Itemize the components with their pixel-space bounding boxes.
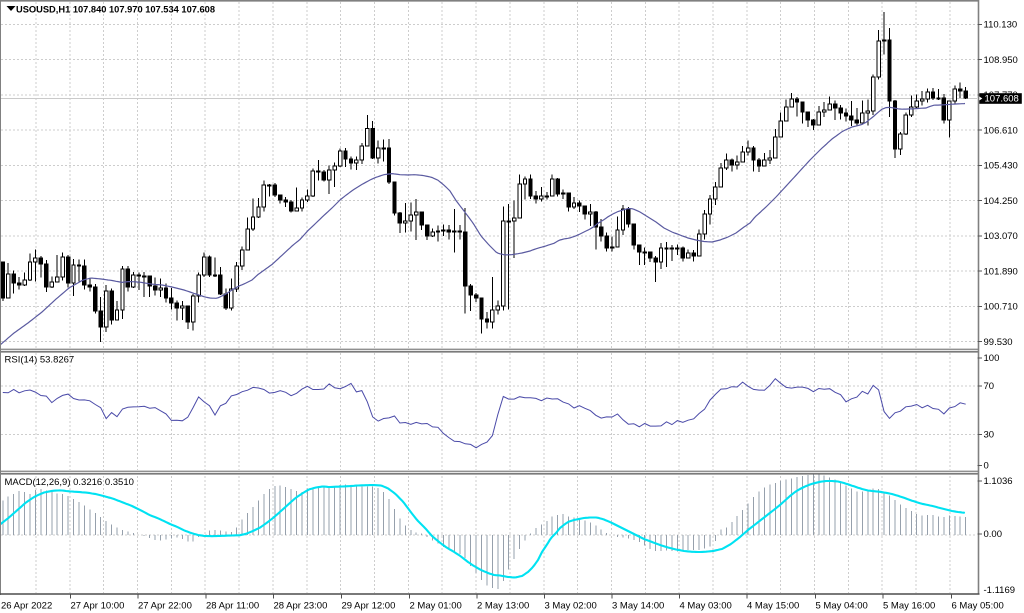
svg-text:-1.1169: -1.1169: [984, 585, 1016, 596]
svg-text:106.610: 106.610: [984, 125, 1018, 136]
svg-text:2 May 13:00: 2 May 13:00: [477, 601, 529, 612]
svg-text:30: 30: [984, 430, 995, 441]
svg-text:0: 0: [984, 461, 989, 472]
svg-text:4 May 03:00: 4 May 03:00: [680, 601, 732, 612]
svg-text:103.070: 103.070: [984, 231, 1018, 242]
svg-text:0.00: 0.00: [984, 529, 1003, 540]
svg-text:27 Apr 22:00: 27 Apr 22:00: [138, 601, 192, 612]
svg-text:99.530: 99.530: [984, 337, 1013, 348]
svg-text:MACD(12,26,9) 0.3216 0.3510: MACD(12,26,9) 0.3216 0.3510: [5, 477, 134, 488]
svg-text:5 May 04:00: 5 May 04:00: [816, 601, 868, 612]
svg-text:100: 100: [984, 353, 1000, 364]
svg-text:101.890: 101.890: [984, 266, 1018, 277]
svg-text:27 Apr 10:00: 27 Apr 10:00: [71, 601, 125, 612]
svg-text:USOUSD,H1 107.840 107.970 107: USOUSD,H1 107.840 107.970 107.534 107.60…: [16, 4, 215, 14]
svg-text:105.430: 105.430: [984, 161, 1018, 172]
svg-text:3 May 02:00: 3 May 02:00: [545, 601, 597, 612]
svg-text:108.950: 108.950: [984, 55, 1018, 66]
svg-text:29 Apr 12:00: 29 Apr 12:00: [342, 601, 396, 612]
svg-text:110.130: 110.130: [984, 20, 1018, 31]
svg-text:6 May 05:00: 6 May 05:00: [952, 601, 1004, 612]
svg-text:3 May 14:00: 3 May 14:00: [612, 601, 664, 612]
svg-text:100.710: 100.710: [984, 302, 1018, 313]
svg-text:5 May 16:00: 5 May 16:00: [883, 601, 935, 612]
svg-text:2 May 01:00: 2 May 01:00: [410, 601, 462, 612]
svg-text:RSI(14) 53.8267: RSI(14) 53.8267: [5, 355, 75, 366]
svg-text:1.1036: 1.1036: [984, 476, 1013, 487]
svg-text:107.608: 107.608: [985, 93, 1019, 104]
svg-text:28 Apr 23:00: 28 Apr 23:00: [274, 601, 328, 612]
svg-text:28 Apr 11:00: 28 Apr 11:00: [206, 601, 259, 612]
svg-text:4 May 15:00: 4 May 15:00: [747, 601, 799, 612]
svg-text:26 Apr 2022: 26 Apr 2022: [1, 601, 52, 612]
svg-text:70: 70: [984, 381, 995, 392]
svg-text:104.250: 104.250: [984, 196, 1018, 207]
